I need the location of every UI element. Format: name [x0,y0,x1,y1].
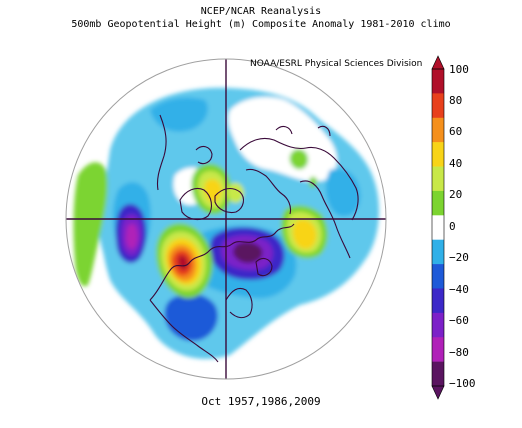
colorbar-tick-label: 0 [449,220,456,233]
coast-hudson [255,257,273,277]
colorbar-blocks [432,69,444,387]
colorbar-block [432,361,444,387]
coast-pacific [156,114,167,191]
pos-anomaly-north-small [227,182,244,203]
colorbar-frame [431,68,445,387]
colorbar-block [432,93,444,119]
map-title: NCEP/NCAR Reanalysis [200,6,322,17]
colorbar-tick-label: −40 [449,283,469,296]
colorbar-block [432,215,444,240]
credit-label: NOAA/ESRL Physical Sciences Division [250,59,423,69]
colorbar-tick-label: 40 [449,157,463,170]
coast-scandinavia [275,125,293,135]
colorbar-block [432,239,444,265]
colorbar-tick-label: 60 [449,125,463,138]
colorbar-tick-label: −20 [449,251,469,264]
colorbar-block [432,69,444,94]
coast-europe [245,168,292,215]
pos-anomaly-core [178,255,189,271]
neg-anomaly-core-west-center [126,223,138,250]
pos-anomaly-band-west [73,162,108,287]
map-boundary [65,58,387,380]
pos-anomaly-east-core [292,219,317,249]
colorbar-block [432,142,444,167]
neutral-region-eurasia [228,97,337,182]
coast-arctic [214,187,245,214]
coast-alaska [195,145,213,165]
coast-eurasia [239,137,359,221]
coast-atlantic [225,287,253,319]
colorbar-block [432,264,444,289]
colorbar-tick-label: −100 [449,377,476,390]
map-grid [66,59,386,379]
colorbar-tick-label: 80 [449,94,463,107]
pos-anomaly-north-core [204,179,222,203]
neg-anomaly-core-center [233,242,263,263]
colorbar-block [432,117,444,143]
coast-asia [299,180,351,259]
coastlines [149,114,359,363]
colorbar-tick-label: −80 [449,346,469,359]
colorbar-tick-label: −60 [449,314,469,327]
colorbar-top-arrow [431,55,445,70]
colorbar-block [432,312,444,338]
colorbar-tick-label: 20 [449,188,463,201]
coast-iceland [317,125,331,137]
colorbar-tick-label: 100 [449,63,469,76]
coast-north-america [149,223,295,301]
neg-anomaly-patch-pacific [150,97,208,132]
colorbar-block [432,337,444,362]
colorbar-block [432,166,444,192]
neg-anomaly-patch-us [164,293,218,341]
date-caption: Oct 1957,1986,2009 [201,395,321,408]
colorbar-block [432,288,444,314]
map-subtitle: 500mb Geopotential Height (m) Composite … [71,19,451,30]
coast-north-america-south [149,299,219,363]
pos-anomaly-east-small [289,149,309,170]
colorbar-block [432,190,444,216]
